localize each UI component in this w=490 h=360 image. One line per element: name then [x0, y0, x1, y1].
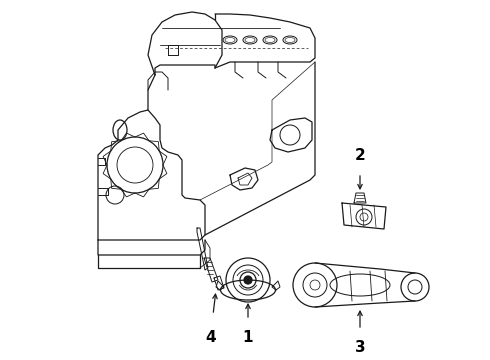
Text: 2: 2	[355, 148, 366, 163]
Circle shape	[244, 276, 252, 284]
Text: 1: 1	[243, 330, 253, 345]
Text: 3: 3	[355, 340, 366, 355]
Text: 4: 4	[206, 330, 216, 345]
